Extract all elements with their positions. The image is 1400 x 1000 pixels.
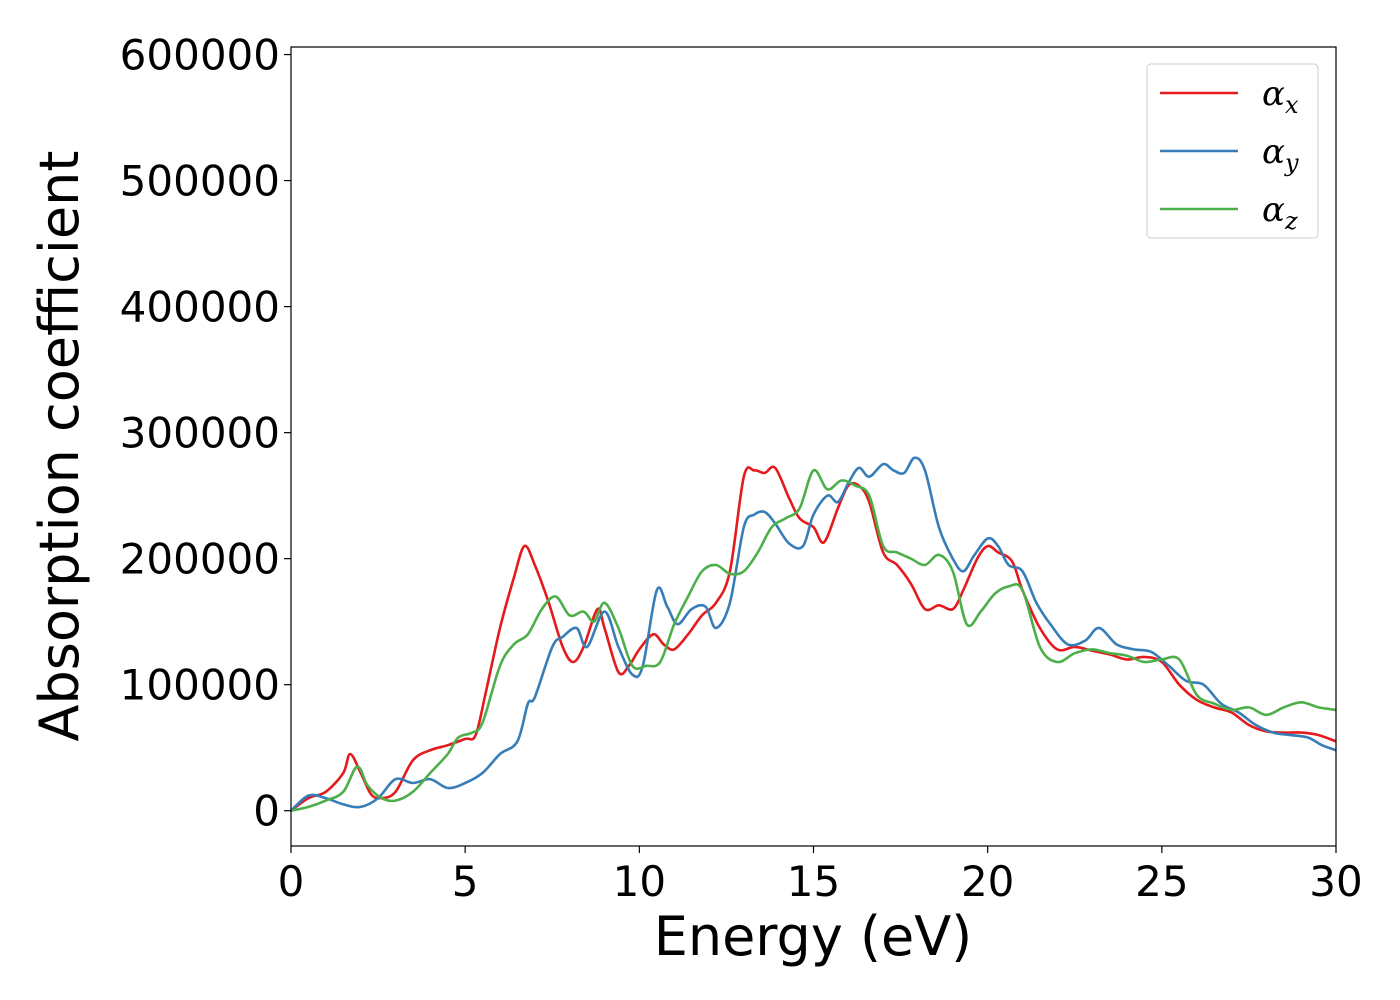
series-layer	[290, 456, 1337, 812]
ticks-layer: 0 5 10 15 20 25 30 0 100000 200000 300000 400000 500…	[120, 31, 1363, 906]
y-tick-label: 600000	[120, 31, 280, 80]
legend-label-y: αy	[1262, 132, 1299, 177]
x-tick-label: 20	[961, 857, 1014, 906]
series-line-z	[290, 468, 1337, 812]
x-axis-title: Energy (eV)	[654, 905, 973, 968]
y-tick-label: 0	[253, 787, 280, 836]
y-tick-label: 300000	[120, 409, 280, 458]
x-tick-label: 15	[787, 857, 840, 906]
legend: αx αy αz	[1146, 63, 1319, 239]
y-tick-label: 200000	[120, 535, 280, 584]
legend-label-z: αz	[1262, 190, 1298, 235]
series-line-x	[290, 465, 1337, 812]
y-tick-label: 100000	[120, 661, 280, 710]
x-tick-label: 0	[278, 857, 305, 906]
y-tick-label: 500000	[120, 157, 280, 206]
y-axis-title: Absorption coefficient	[28, 151, 91, 742]
series-line-y	[290, 456, 1337, 812]
legend-label-x: αx	[1262, 74, 1299, 119]
plot-frame	[290, 46, 1337, 847]
x-tick-label: 10	[613, 857, 666, 906]
x-tick-label: 30	[1309, 857, 1362, 906]
y-tick-label: 400000	[120, 283, 280, 332]
x-tick-label: 25	[1135, 857, 1188, 906]
x-tick-label: 5	[452, 857, 479, 906]
